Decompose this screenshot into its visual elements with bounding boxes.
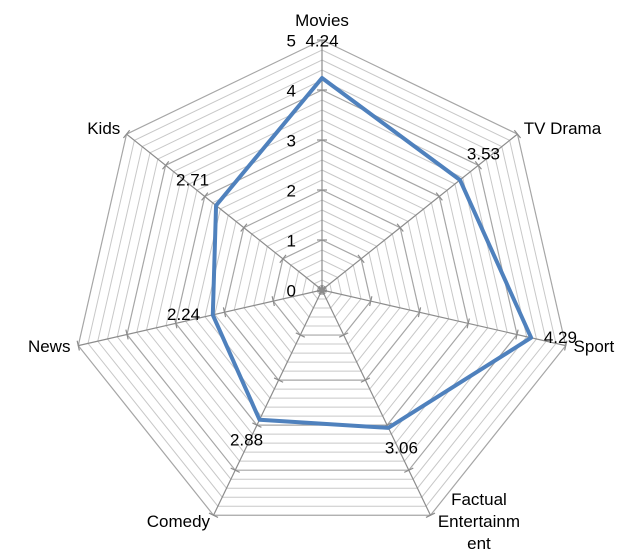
minor-grid-ring (233, 199, 411, 372)
axis-tick (174, 318, 178, 329)
data-label: 3.06 (385, 438, 418, 457)
axis-tick (252, 422, 262, 428)
minor-grid-ring (106, 69, 538, 489)
axis-tick (404, 467, 414, 473)
spoke (212, 289, 323, 516)
axis-tick (230, 467, 240, 473)
axis-tick (466, 318, 470, 329)
minor-grid-ring (97, 59, 547, 498)
minor-grid-ring (155, 119, 489, 444)
minor-grid-ring (292, 259, 352, 318)
minor-grid-ring (262, 229, 382, 345)
axis-tick (201, 192, 209, 201)
axis-tick (396, 223, 404, 232)
y-tick-label: 1 (287, 231, 296, 250)
axis-tick (360, 377, 371, 383)
category-label: TV Drama (523, 119, 602, 139)
minor-grid-ring (87, 49, 557, 507)
spoke (321, 289, 566, 347)
axis-tick (273, 377, 284, 383)
grid-ring (223, 189, 421, 381)
axis-tick (125, 329, 129, 340)
axis-tick (513, 129, 522, 139)
axis-tick (208, 512, 219, 518)
data-label: 2.88 (230, 430, 263, 449)
spoke (78, 289, 323, 347)
axis-tick (122, 129, 131, 139)
minor-grid-ring (136, 99, 508, 462)
y-tick-label: 0 (287, 281, 296, 300)
spoke (321, 289, 432, 516)
axis-tick (295, 332, 306, 338)
axis-tick (222, 307, 227, 318)
axis-tick (76, 340, 80, 351)
minor-grid-ring (311, 279, 333, 300)
minor-grid-ring (243, 209, 401, 363)
axis-tick (435, 192, 443, 201)
minor-grid-ring (282, 249, 362, 327)
minor-grid-ring (116, 79, 528, 480)
axis-tick (357, 254, 365, 264)
axis-tick (474, 161, 482, 170)
minor-grid-ring (165, 129, 479, 435)
data-label: 4.24 (305, 31, 338, 50)
grid-ring (77, 39, 567, 516)
data-label: 3.53 (467, 145, 500, 164)
category-label: Factual Entertainment (437, 490, 521, 554)
axis-tick (162, 161, 170, 170)
minor-grid-ring (204, 169, 440, 399)
minor-grid-ring (184, 149, 460, 417)
data-label: 4.29 (544, 328, 577, 347)
grid-ring (272, 239, 372, 336)
axis-tick (564, 340, 568, 351)
axis-tick (318, 285, 326, 295)
data-label: 2.24 (167, 305, 200, 324)
spoke (321, 133, 518, 291)
minor-grid-ring (214, 179, 430, 390)
y-tick-label: 5 (287, 31, 296, 50)
axis-tick (279, 254, 287, 264)
y-tick-label: 3 (287, 131, 296, 150)
series-line (210, 76, 534, 430)
y-tick-label: 4 (287, 81, 296, 100)
axis-tick (369, 296, 373, 307)
category-label: Sport (573, 337, 615, 357)
axis-tick (515, 329, 519, 340)
category-label: Kids (87, 119, 121, 139)
data-label: 2.71 (176, 170, 209, 189)
axis-tick (425, 512, 436, 518)
axis-tick (240, 223, 248, 232)
axis-tick (417, 307, 422, 318)
category-label: Comedy (146, 512, 211, 532)
category-label: News (27, 337, 71, 357)
axis-tick (271, 296, 275, 307)
minor-grid-ring (301, 269, 343, 309)
category-label: Movies (295, 11, 349, 30)
axis-tick (338, 332, 349, 338)
spoke (126, 133, 323, 291)
minor-grid-ring (253, 219, 391, 354)
grid-ring (126, 89, 518, 471)
y-tick-label: 2 (287, 181, 296, 200)
